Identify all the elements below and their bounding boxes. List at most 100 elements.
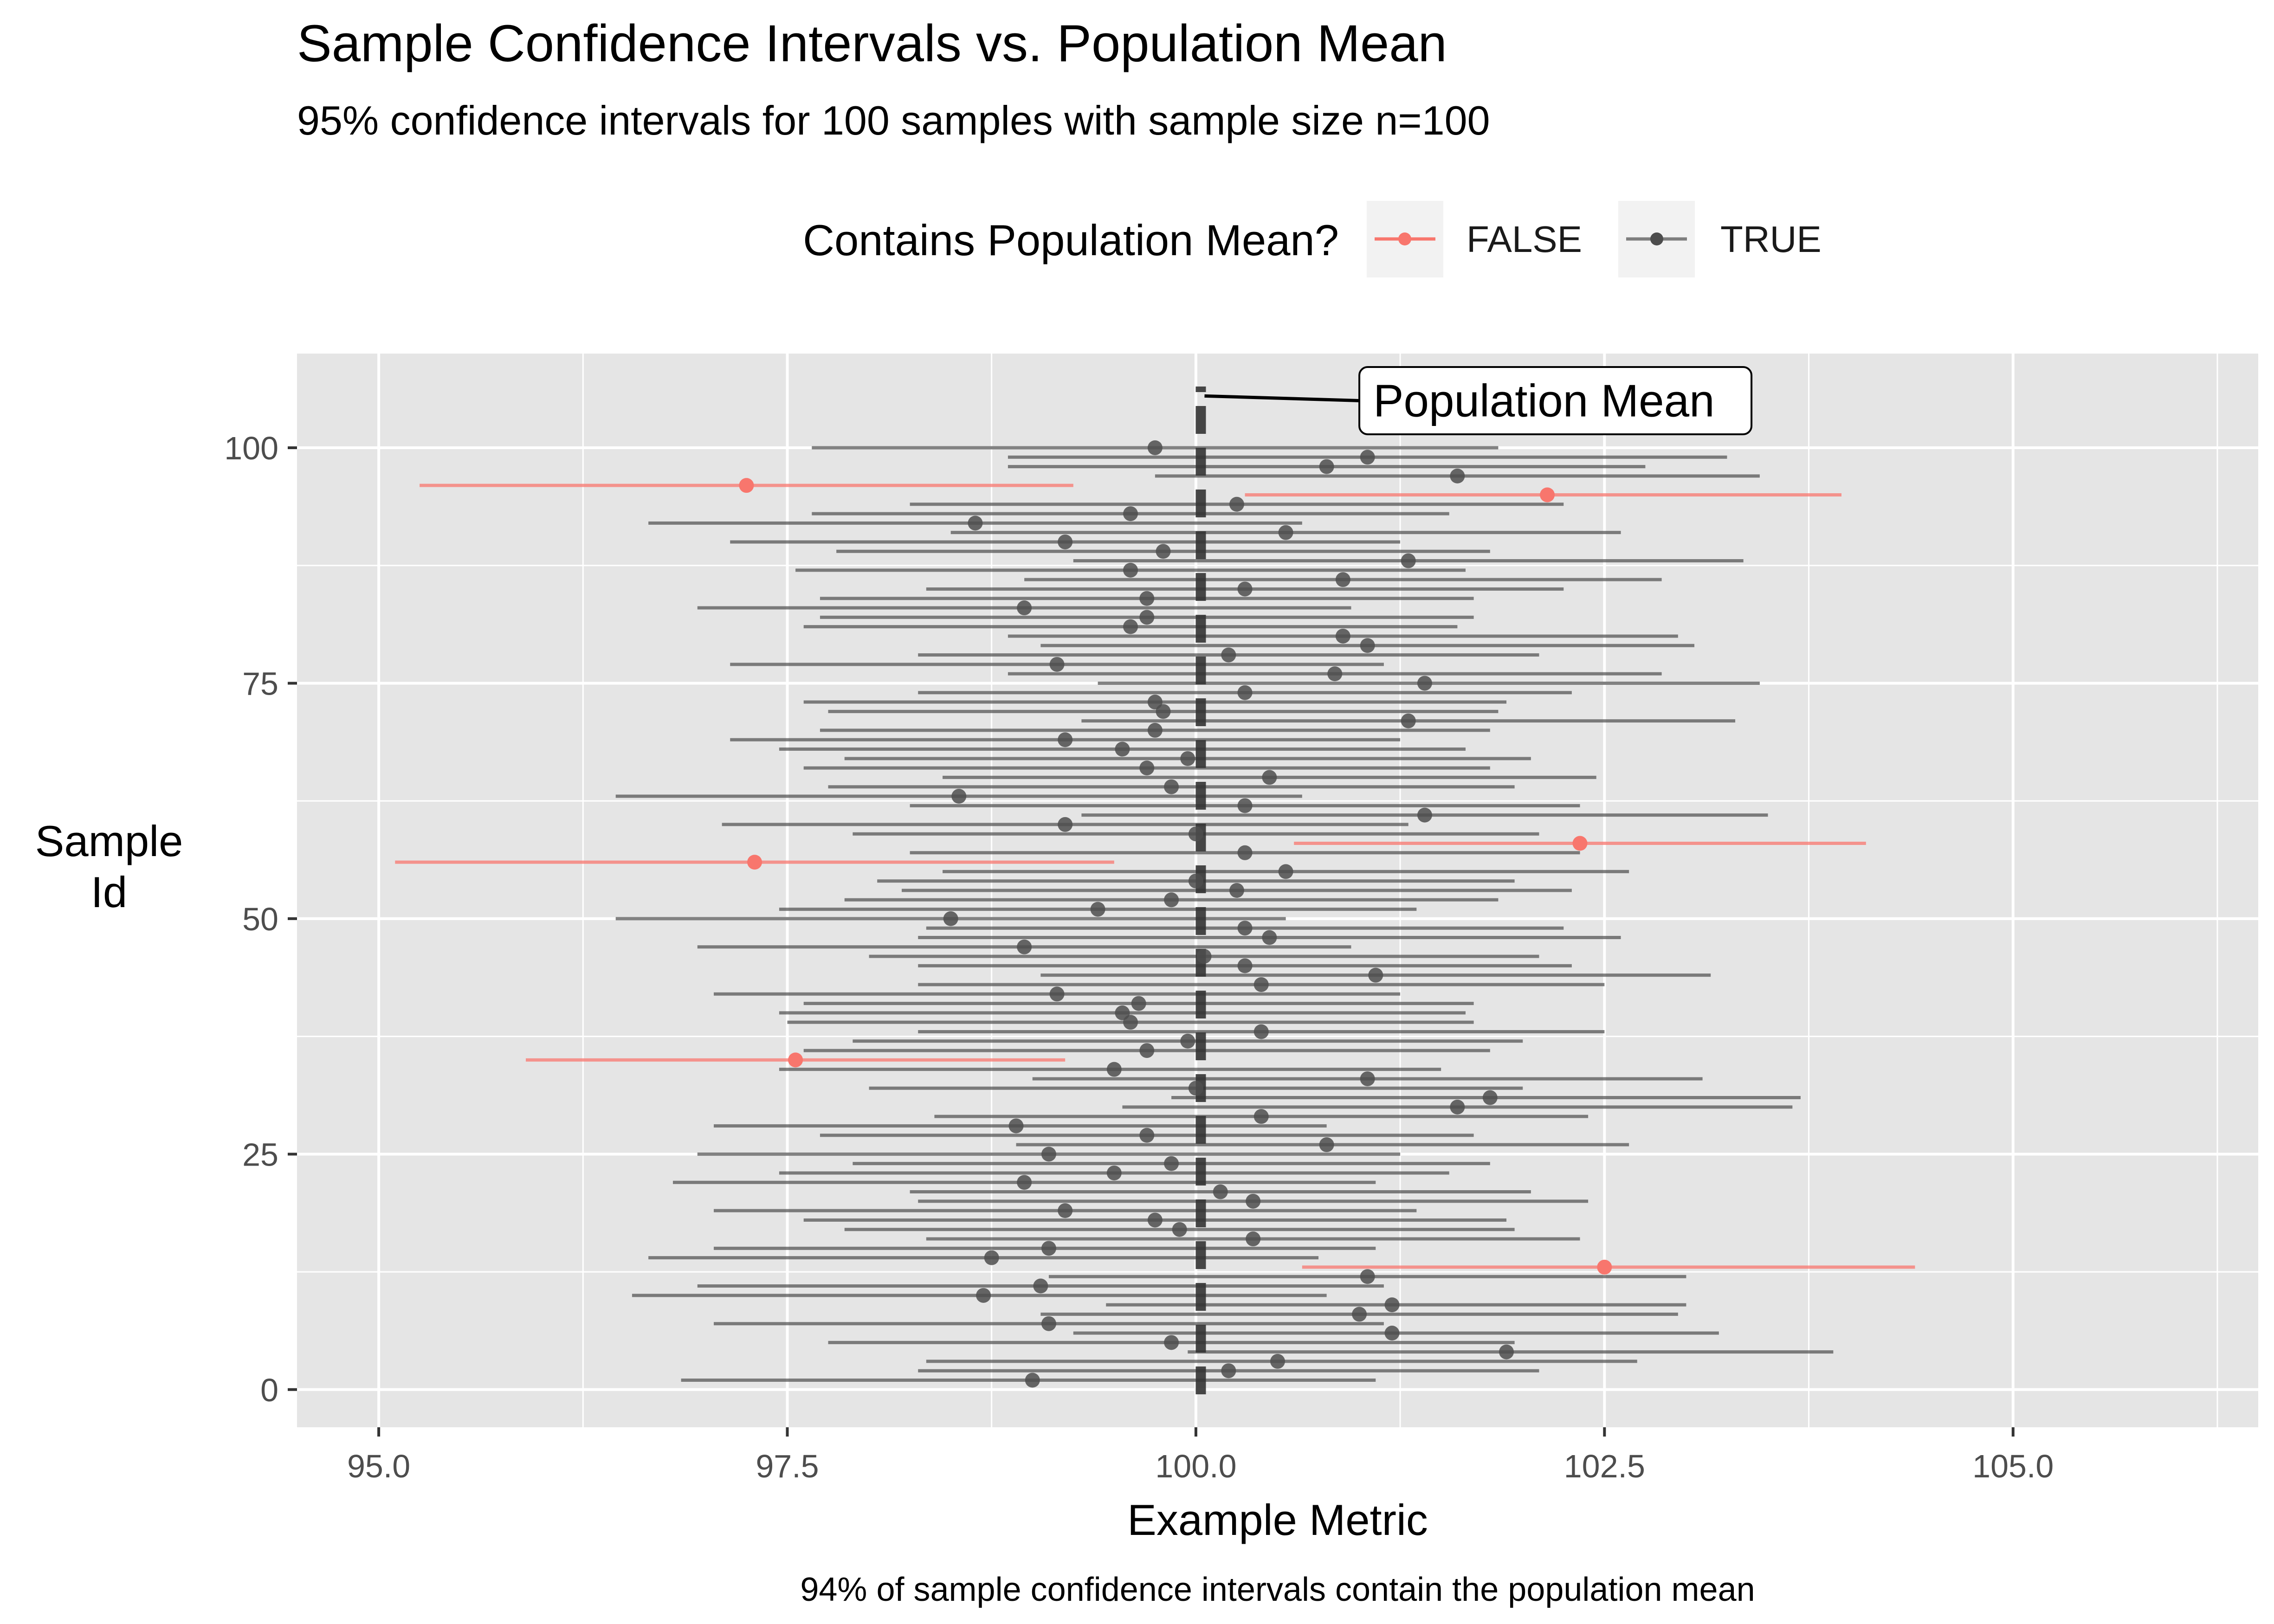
- sample-mean-point-56: [747, 855, 762, 870]
- sample-mean-point-44: [1368, 967, 1383, 983]
- sample-mean-point-11: [1033, 1278, 1048, 1294]
- sample-mean-point-46: [1196, 949, 1212, 964]
- sample-mean-point-79: [1360, 638, 1375, 653]
- sample-mean-point-53: [1229, 883, 1244, 898]
- sample-mean-point-57: [1237, 845, 1253, 860]
- sample-mean-point-86: [1335, 572, 1350, 587]
- sample-mean-point-29: [1253, 1109, 1269, 1124]
- sample-mean-point-92: [968, 516, 983, 531]
- sample-mean-point-16: [1246, 1231, 1261, 1247]
- sample-mean-point-30: [1450, 1099, 1465, 1115]
- legend-label-true: TRUE: [1720, 219, 1822, 260]
- sample-mean-point-99: [1360, 450, 1375, 465]
- x-tick-label: 95.0: [347, 1448, 410, 1484]
- sample-mean-point-35: [788, 1052, 803, 1068]
- sample-mean-point-74: [1237, 685, 1253, 700]
- chart-title: Sample Confidence Intervals vs. Populati…: [297, 14, 1447, 72]
- chart-caption: 94% of sample confidence intervals conta…: [800, 1571, 1755, 1608]
- x-tick-label: 102.5: [1564, 1448, 1645, 1484]
- sample-mean-point-67: [1180, 751, 1195, 766]
- sample-mean-point-18: [1147, 1212, 1163, 1228]
- sample-mean-point-41: [1131, 996, 1146, 1011]
- annotation-connector: [1204, 394, 1360, 402]
- sample-mean-point-36: [1139, 1043, 1155, 1058]
- sample-mean-point-50: [943, 911, 958, 926]
- sample-mean-point-5: [1164, 1335, 1179, 1350]
- y-axis-title-line: Id: [91, 868, 127, 916]
- y-tick-label: 50: [242, 901, 278, 937]
- sample-mean-point-7: [1041, 1316, 1056, 1331]
- sample-mean-point-98: [1319, 459, 1334, 474]
- x-tick-label: 105.0: [1972, 1448, 2054, 1484]
- annotation-label: Population Mean: [1373, 375, 1715, 426]
- legend-title: Contains Population Mean?: [803, 216, 1339, 264]
- chart-subtitle: 95% confidence intervals for 100 samples…: [297, 97, 1490, 143]
- sample-mean-point-22: [1017, 1175, 1032, 1190]
- sample-mean-point-49: [1237, 921, 1253, 936]
- x-axis-title: Example Metric: [1127, 1495, 1428, 1544]
- sample-mean-point-84: [1139, 591, 1155, 606]
- sample-mean-point-32: [1188, 1081, 1203, 1096]
- sample-mean-point-55: [1278, 864, 1293, 879]
- sample-mean-point-68: [1115, 741, 1130, 757]
- sample-mean-point-31: [1482, 1090, 1498, 1105]
- sample-mean-point-40: [1115, 1005, 1130, 1020]
- legend-point-false: [1398, 232, 1411, 245]
- x-axis: 95.0 97.5 100.0 102.5 105.0: [347, 1427, 2054, 1484]
- sample-mean-point-93: [1123, 506, 1138, 522]
- sample-mean-point-94: [1229, 496, 1244, 512]
- x-tick-label: 97.5: [756, 1448, 819, 1484]
- sample-mean-point-3: [1270, 1353, 1285, 1369]
- sample-mean-point-8: [1352, 1307, 1367, 1322]
- sample-mean-point-60: [1058, 817, 1073, 832]
- sample-mean-point-54: [1188, 873, 1203, 889]
- sample-mean-point-1: [1025, 1373, 1040, 1388]
- annotation-label-box: [1358, 366, 1753, 435]
- y-axis: 0 25 50 75 100: [224, 430, 297, 1408]
- sample-mean-point-23: [1106, 1165, 1122, 1180]
- sample-mean-point-47: [1017, 939, 1032, 954]
- sample-mean-point-45: [1237, 958, 1253, 973]
- sample-mean-point-37: [1180, 1033, 1195, 1049]
- legend-item-false: FALSE: [1367, 201, 1582, 277]
- y-axis-title: Sample Id: [35, 817, 183, 916]
- sample-mean-point-73: [1147, 695, 1163, 710]
- sample-mean-point-89: [1156, 544, 1171, 559]
- sample-mean-point-9: [1384, 1297, 1400, 1313]
- sample-mean-points: [739, 440, 1612, 1388]
- sample-mean-point-87: [1123, 562, 1138, 578]
- sample-mean-point-34: [1106, 1062, 1122, 1077]
- sample-mean-point-33: [1360, 1071, 1375, 1086]
- sample-mean-point-66: [1139, 760, 1155, 776]
- sample-mean-point-78: [1221, 647, 1236, 663]
- sample-mean-point-100: [1147, 440, 1163, 455]
- sample-mean-point-24: [1164, 1156, 1179, 1171]
- sample-mean-point-2: [1221, 1363, 1236, 1379]
- sample-mean-point-10: [976, 1288, 991, 1303]
- sample-mean-point-88: [1401, 553, 1416, 568]
- sample-mean-point-64: [1164, 779, 1179, 794]
- sample-mean-point-20: [1246, 1193, 1261, 1209]
- sample-mean-point-82: [1139, 610, 1155, 625]
- sample-mean-point-69: [1058, 732, 1073, 748]
- sample-mean-point-43: [1253, 977, 1269, 992]
- sample-mean-point-48: [1262, 930, 1277, 945]
- sample-mean-point-80: [1335, 628, 1350, 644]
- sample-mean-point-97: [1450, 468, 1465, 483]
- sample-mean-point-12: [1360, 1269, 1375, 1284]
- sample-mean-point-27: [1139, 1128, 1155, 1143]
- sample-mean-point-90: [1058, 534, 1073, 549]
- sample-mean-point-21: [1213, 1184, 1228, 1199]
- sample-mean-point-13: [1597, 1259, 1612, 1275]
- sample-mean-point-19: [1058, 1203, 1073, 1218]
- population-mean-annotation: Population Mean: [1204, 366, 1753, 435]
- sample-mean-point-62: [1237, 798, 1253, 813]
- sample-mean-point-96: [739, 478, 754, 493]
- sample-mean-point-85: [1237, 581, 1253, 597]
- sample-mean-point-4: [1499, 1344, 1514, 1360]
- sample-mean-point-83: [1017, 600, 1032, 616]
- sample-mean-point-17: [1172, 1222, 1187, 1237]
- sample-mean-point-15: [1041, 1241, 1056, 1256]
- legend-item-true: TRUE: [1618, 201, 1822, 277]
- sample-mean-point-91: [1278, 525, 1293, 540]
